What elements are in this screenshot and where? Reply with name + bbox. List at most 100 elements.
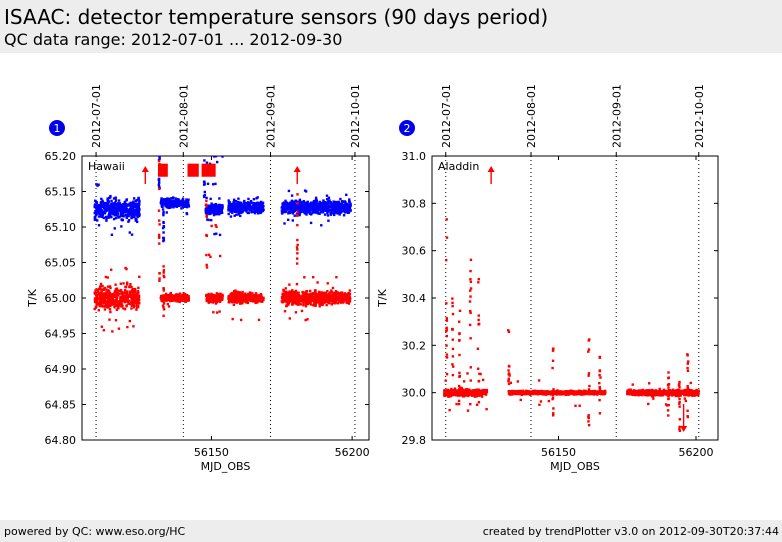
- data-point: [348, 296, 352, 300]
- data-point: [111, 298, 114, 301]
- data-point: [287, 206, 290, 209]
- data-point: [234, 300, 238, 303]
- data-point: [99, 296, 102, 300]
- data-point: [221, 206, 224, 209]
- data-point: [117, 304, 121, 307]
- data-point: [180, 207, 183, 210]
- data-point: [344, 203, 347, 207]
- data-point: [96, 209, 100, 213]
- data-point: [108, 207, 111, 210]
- data-point: [293, 209, 297, 213]
- data-point: [304, 294, 308, 298]
- data-point: [287, 303, 290, 306]
- data-point: [205, 203, 208, 206]
- data-point: [291, 219, 295, 222]
- data-point: [121, 293, 124, 297]
- data-point: [164, 200, 168, 204]
- data-point: [174, 294, 177, 297]
- data-point: [283, 206, 286, 210]
- x-axis-label: MJD_OBS: [550, 460, 600, 473]
- data-point: [103, 305, 106, 308]
- data-point: [230, 300, 233, 304]
- data-point: [108, 208, 111, 212]
- data-point: [165, 202, 168, 206]
- data-point: [339, 211, 343, 214]
- data-point: [172, 294, 176, 298]
- data-point: [133, 287, 137, 291]
- data-point: [137, 286, 140, 290]
- data-point: [208, 205, 212, 208]
- data-point: [234, 199, 238, 203]
- data-point: [110, 297, 113, 300]
- data-point: [296, 243, 299, 247]
- data-point: [326, 207, 329, 210]
- data-point: [166, 203, 169, 207]
- data-point: [96, 212, 100, 215]
- data-point: [246, 202, 250, 206]
- data-point: [481, 378, 485, 382]
- data-point: [302, 293, 306, 296]
- data-point: [125, 283, 129, 286]
- data-point: [249, 206, 252, 209]
- data-point: [205, 299, 208, 303]
- data-point: [483, 389, 487, 393]
- data-point: [319, 303, 322, 306]
- data-point: [177, 295, 180, 298]
- data-point: [234, 204, 237, 207]
- data-point: [288, 283, 291, 286]
- data-point: [134, 218, 137, 221]
- data-point: [203, 180, 206, 183]
- data-point: [120, 225, 123, 228]
- data-point: [205, 253, 208, 257]
- data-point: [158, 187, 161, 191]
- data-point: [120, 305, 123, 308]
- data-point: [299, 303, 302, 306]
- data-point: [97, 183, 100, 186]
- data-point: [97, 309, 101, 312]
- data-point: [297, 303, 300, 306]
- data-point: [125, 292, 128, 296]
- data-point: [97, 204, 100, 207]
- data-point: [304, 206, 308, 210]
- data-point: [116, 206, 119, 209]
- data-point: [227, 204, 231, 207]
- data-point: [176, 201, 179, 205]
- data-point: [130, 204, 133, 207]
- data-point: [217, 213, 221, 216]
- data-point: [296, 193, 299, 196]
- panel-number-badge: [399, 120, 415, 136]
- data-point: [109, 296, 112, 299]
- data-point: [245, 297, 248, 300]
- data-point: [288, 201, 292, 204]
- y-tick-label: 64.80: [45, 434, 77, 447]
- data-point: [181, 205, 185, 208]
- data-point: [116, 292, 119, 296]
- data-point: [320, 301, 323, 304]
- data-point: [125, 198, 129, 201]
- data-point: [321, 303, 324, 306]
- data-point: [346, 297, 350, 300]
- data-point: [297, 299, 301, 302]
- data-point: [242, 204, 246, 207]
- data-point: [282, 289, 285, 293]
- data-point: [329, 296, 333, 299]
- data-point: [322, 291, 325, 295]
- data-point: [107, 212, 111, 215]
- data-point: [118, 302, 122, 305]
- data-point: [183, 292, 187, 296]
- data-point: [259, 299, 262, 303]
- data-point: [257, 203, 260, 207]
- data-point: [259, 204, 263, 207]
- data-point: [327, 208, 330, 212]
- data-point: [315, 301, 318, 305]
- chart-panel-1: 1 2012-07-01 2012-08-01 2012-09-01 2012-10-0…: [26, 84, 370, 473]
- data-point: [307, 210, 310, 214]
- data-point: [338, 213, 341, 216]
- data-point: [446, 392, 450, 395]
- data-point: [101, 204, 105, 207]
- data-point: [242, 296, 245, 299]
- data-point: [227, 207, 230, 210]
- data-point: [101, 284, 104, 288]
- data-point: [185, 201, 189, 204]
- data-point: [299, 206, 302, 209]
